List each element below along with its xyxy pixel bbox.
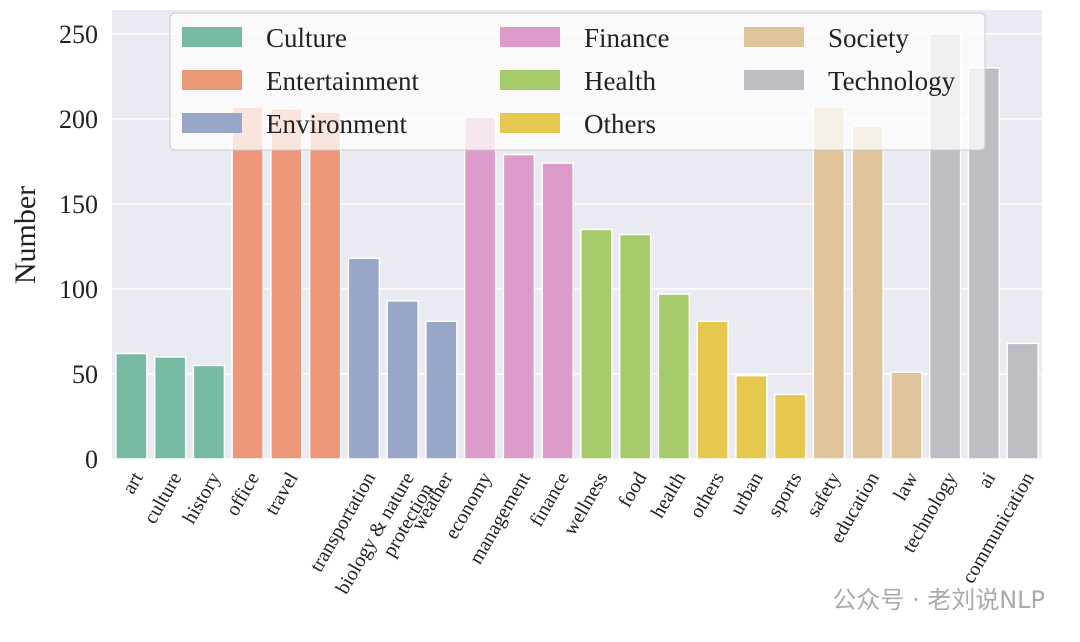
legend-label: Society	[828, 23, 909, 53]
legend-label: Health	[584, 66, 656, 96]
x-tick-label: law	[889, 468, 923, 504]
bar	[425, 320, 458, 460]
x-tick-label: sports	[764, 468, 807, 521]
bar	[386, 300, 419, 460]
legend-swatch	[744, 27, 804, 47]
bar	[192, 364, 226, 460]
bar	[735, 374, 768, 460]
legend-swatch	[744, 70, 804, 90]
legend-label: Others	[584, 109, 656, 139]
legend-label: Environment	[266, 109, 407, 139]
bar	[618, 233, 652, 460]
y-tick-label: 50	[72, 360, 98, 389]
bar	[347, 257, 381, 460]
legend-label: Technology	[828, 66, 956, 96]
bar	[463, 116, 497, 460]
x-tick-label: art	[118, 468, 148, 498]
x-tick-label: food	[614, 469, 651, 512]
y-tick-label: 100	[59, 275, 98, 304]
bar	[541, 162, 574, 460]
x-tick-label: biology & natureprotection	[332, 468, 438, 608]
x-tick-label: culture	[140, 468, 187, 527]
x-tick-label: travel	[261, 468, 303, 519]
bar	[657, 293, 691, 460]
y-tick-label: 200	[59, 105, 98, 134]
legend-swatch	[182, 70, 242, 90]
y-tick-label: 0	[85, 445, 98, 474]
x-tick-label: communication	[958, 469, 1039, 588]
x-tick-label: health	[647, 469, 690, 522]
watermark: 公众号 · 老刘说NLP	[832, 586, 1045, 614]
x-tick-label: others	[685, 468, 729, 522]
legend-swatch	[500, 113, 560, 133]
bar	[773, 393, 807, 460]
y-tick-label: 150	[59, 190, 98, 219]
bar	[502, 153, 536, 460]
x-tick-label: history	[178, 469, 225, 528]
bar	[308, 111, 342, 460]
bar	[1006, 342, 1039, 460]
bar	[153, 356, 187, 460]
x-tick-label: ai	[974, 468, 1000, 492]
legend-swatch	[182, 113, 242, 133]
bar	[115, 352, 148, 460]
legend-swatch	[500, 27, 560, 47]
x-tick-label: office	[222, 468, 264, 519]
y-tick-label: 250	[59, 20, 98, 49]
y-axis-label: Number	[9, 186, 42, 284]
x-tick-label: urban	[726, 469, 768, 519]
bar	[231, 106, 264, 460]
legend-swatch	[500, 70, 560, 90]
bar	[890, 371, 923, 460]
legend-label: Finance	[584, 23, 669, 53]
legend-swatch	[182, 27, 242, 47]
bar	[812, 106, 846, 460]
bar	[270, 107, 303, 460]
bar	[696, 320, 729, 460]
legend-box	[169, 12, 986, 151]
bar	[851, 124, 884, 460]
legend-label: Culture	[266, 23, 347, 53]
bar	[580, 228, 613, 460]
legend-label: Entertainment	[266, 66, 419, 96]
